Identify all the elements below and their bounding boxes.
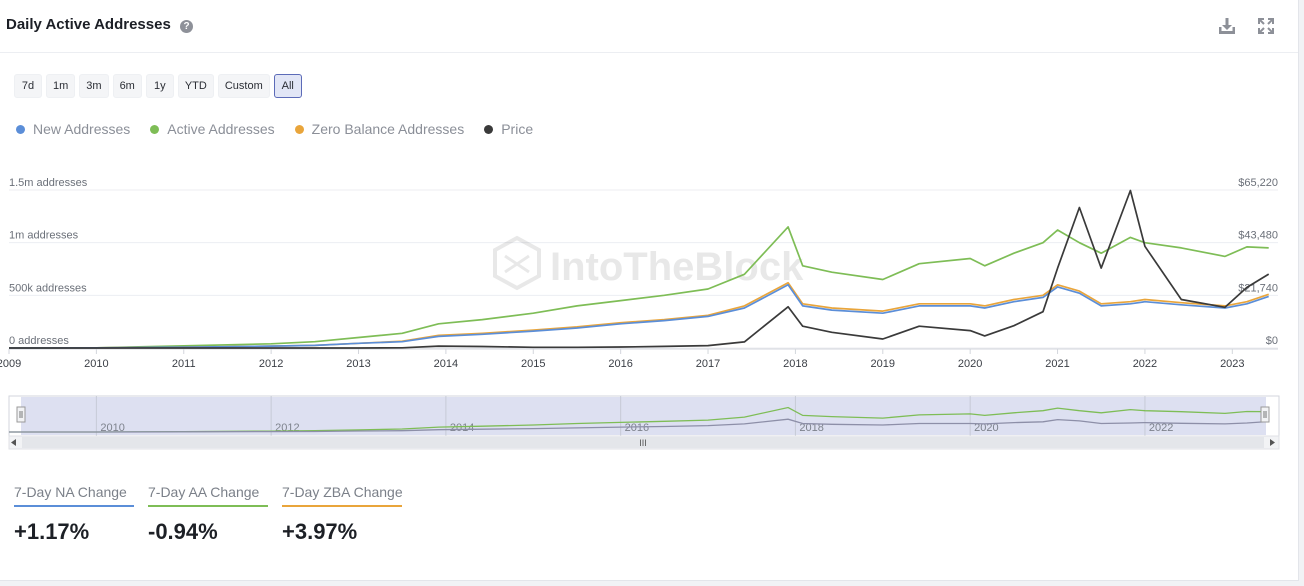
- navigator-series: [9, 418, 1269, 433]
- time-range-selector: 7d 1m 3m 6m 1y YTD Custom All: [14, 74, 302, 98]
- legend-dot: [484, 124, 494, 134]
- x-tick-label: 2010: [84, 358, 108, 370]
- question-circle-icon[interactable]: ?: [180, 20, 193, 33]
- range-all-button[interactable]: All: [273, 74, 302, 98]
- scroll-right-arrow-icon[interactable]: [1270, 439, 1275, 446]
- legend-item-new-addresses[interactable]: New Addresses: [16, 121, 130, 137]
- y-right-tick-label: $21,740: [1238, 282, 1278, 294]
- range-ytd-button[interactable]: YTD: [177, 74, 214, 98]
- series-line-new-addresses: [8, 283, 1269, 349]
- x-tick-label: 2016: [608, 358, 632, 370]
- navigator-handle-body: [16, 406, 26, 423]
- x-tick-label: 2009: [0, 358, 21, 370]
- range-custom-button[interactable]: Custom: [217, 74, 270, 98]
- legend-label: Price: [501, 121, 534, 137]
- y-left-tick-label: 1.5m addresses: [9, 177, 88, 189]
- watermark-logo-line: [504, 254, 530, 274]
- y-right-tick-label: $65,220: [1238, 177, 1278, 189]
- navigator-label: 2010: [100, 422, 124, 434]
- x-tick-label: 2013: [346, 358, 370, 370]
- navigator-scrollbar: III: [8, 435, 1280, 450]
- x-tick-label: 2012: [259, 358, 283, 370]
- scroll-left-arrow-icon[interactable]: [11, 439, 16, 446]
- watermark-logo: [493, 235, 541, 291]
- navigator-label: 2014: [450, 422, 474, 434]
- navigator-label: 2022: [1149, 422, 1173, 434]
- card-header: Daily Active Addresses ?: [0, 0, 1298, 53]
- navigator-handle-body: [1260, 406, 1270, 423]
- stat-zba-change: 7-Day ZBA Change +3.97%: [282, 484, 403, 545]
- series-line-active-addresses: [8, 226, 1269, 349]
- navigator-label: 2016: [625, 422, 649, 434]
- scrollbar-grip: III: [639, 438, 647, 448]
- stat-label: 7-Day ZBA Change: [282, 484, 403, 507]
- y-left-tick-label: 1m addresses: [9, 230, 79, 242]
- navigator-handle-right[interactable]: [1260, 406, 1270, 423]
- watermark-text: IntoTheBlock: [550, 245, 804, 289]
- x-tick-label: 2018: [783, 358, 807, 370]
- chart-legend: New Addresses Active Addresses Zero Bala…: [16, 121, 533, 137]
- legend-label: Active Addresses: [167, 121, 275, 137]
- navigator-label: 2020: [974, 422, 998, 434]
- legend-dot: [16, 124, 25, 134]
- x-tick-label: 2019: [871, 358, 895, 370]
- stat-label: 7-Day AA Change: [148, 484, 268, 507]
- navigator-series: [9, 406, 1269, 433]
- watermark: IntoTheBlock: [493, 235, 804, 291]
- stat-value: +3.97%: [282, 519, 358, 544]
- change-stats: 7-Day NA Change +1.17% 7-Day AA Change -…: [14, 484, 403, 545]
- stat-label: 7-Day NA Change: [14, 484, 134, 507]
- y-left-tick-label: 500k addresses: [9, 282, 87, 294]
- range-3m-button[interactable]: 3m: [79, 74, 109, 98]
- y-left-tick-label: 0 addresses: [9, 335, 69, 347]
- x-tick-label: 2017: [696, 358, 720, 370]
- main-chart: 0 addresses 500k addresses 1m addresses 1.5…: [0, 177, 1280, 450]
- download-icon[interactable]: [1218, 17, 1236, 35]
- y-right-tick-label: $43,480: [1238, 230, 1278, 242]
- range-1y-button[interactable]: 1y: [145, 74, 174, 98]
- stat-value: -0.94%: [148, 519, 218, 544]
- x-tick-label: 2022: [1133, 358, 1157, 370]
- legend-label: Zero Balance Addresses: [311, 121, 465, 137]
- legend-item-active-addresses[interactable]: Active Addresses: [150, 121, 275, 137]
- y-right-tick-label: $0: [1266, 335, 1278, 347]
- x-tick-label: 2011: [172, 358, 196, 370]
- legend-dot: [294, 124, 304, 134]
- watermark-logo-line: [504, 254, 530, 274]
- legend-item-zero-balance-addresses[interactable]: Zero Balance Addresses: [294, 121, 465, 137]
- series-line-price: [9, 189, 1270, 349]
- fullscreen-icon[interactable]: [1257, 17, 1275, 35]
- legend-item-price[interactable]: Price: [484, 121, 533, 137]
- navigator-label: 2018: [799, 422, 823, 434]
- stat-value: +1.17%: [14, 519, 90, 544]
- page-title: Daily Active Addresses: [6, 16, 171, 33]
- x-tick-label: 2020: [958, 358, 982, 370]
- x-tick-label: 2021: [1045, 358, 1069, 370]
- navigator-handle-left[interactable]: [16, 406, 26, 423]
- legend-dot: [150, 124, 160, 134]
- range-6m-button[interactable]: 6m: [112, 74, 142, 98]
- x-tick-label: 2014: [434, 358, 458, 370]
- x-tick-label: 2015: [521, 358, 545, 370]
- x-tick-label: 2023: [1220, 358, 1244, 370]
- stat-aa-change: 7-Day AA Change -0.94%: [148, 484, 268, 545]
- range-1m-button[interactable]: 1m: [46, 74, 76, 98]
- stat-na-change: 7-Day NA Change +1.17%: [14, 484, 134, 545]
- navigator-selection: [21, 397, 1266, 435]
- legend-label: New Addresses: [33, 121, 131, 137]
- range-7d-button[interactable]: 7d: [14, 74, 42, 98]
- scrollbar-thumb[interactable]: [22, 437, 1264, 448]
